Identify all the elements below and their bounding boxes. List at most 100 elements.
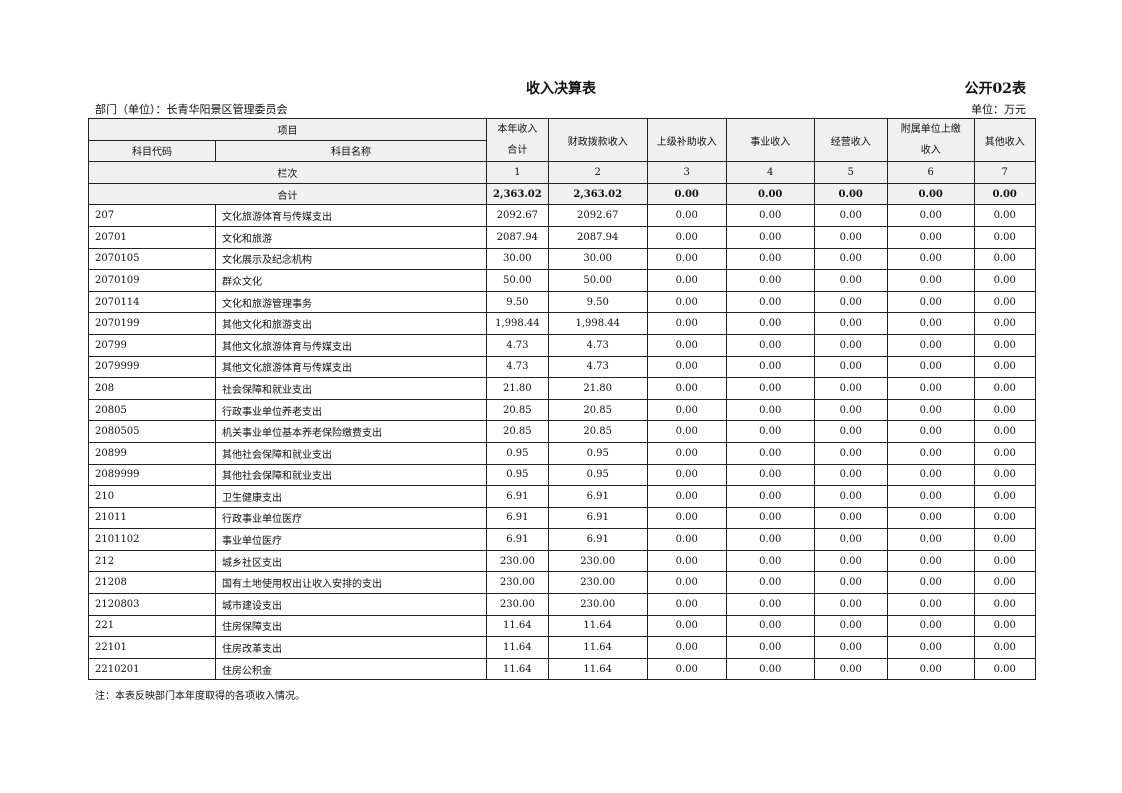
- amount-cell: 0.00: [973, 549, 1036, 573]
- table-row: 20701 文化和旅游 2087.94 2087.94 0.00 0.00 0.00 0.00…: [88, 225, 1036, 249]
- subject-name: 文化和旅游管理事务: [215, 290, 487, 314]
- amount-cell: 0.00: [886, 485, 975, 508]
- amount-cell: 0.00: [646, 225, 727, 249]
- table-row: 210 卫生健康支出 6.91 6.91 0.00 0.00 0.00 0.00 0.00: [88, 485, 1036, 508]
- amount-cell: 0.00: [646, 377, 727, 400]
- subject-code: 2210201: [88, 657, 216, 681]
- header-total: 本年收入 合计: [486, 117, 549, 163]
- subject-name: 社会保障和就业支出: [215, 377, 487, 400]
- amount-cell: 11.64: [547, 636, 648, 659]
- amount-cell: 0.00: [973, 614, 1036, 638]
- unit-label: 单位：万元: [971, 103, 1026, 116]
- amount-cell: 0.00: [725, 636, 815, 659]
- table-row: 2070109 群众文化 50.00 50.00 0.00 0.00 0.00 0.00 0.0…: [88, 269, 1036, 292]
- amount-cell: 0.00: [813, 398, 888, 422]
- amount-cell: 0.00: [725, 225, 815, 249]
- total-value: 0.00: [646, 182, 727, 206]
- amount-cell: 0.00: [886, 657, 975, 681]
- amount-cell: 0.00: [725, 398, 815, 422]
- amount-cell: 0.00: [646, 290, 727, 314]
- amount-cell: 0.00: [725, 614, 815, 638]
- amount-cell: 6.91: [547, 506, 648, 530]
- table-row: 2070114 文化和旅游管理事务 9.50 9.50 0.00 0.00 0.00 0.00…: [88, 290, 1036, 314]
- subject-name: 住房公积金: [215, 657, 487, 681]
- table-row: 2070105 文化展示及纪念机构 30.00 30.00 0.00 0.00 0.00 0.…: [88, 247, 1036, 271]
- amount-cell: 0.00: [813, 636, 888, 659]
- amount-cell: 0.00: [973, 312, 1036, 335]
- amount-cell: 0.00: [813, 247, 888, 271]
- column-number: 3: [646, 161, 727, 184]
- subject-name: 机关事业单位基本养老保险缴费支出: [215, 420, 487, 443]
- amount-cell: 0.00: [973, 225, 1036, 249]
- table-row: 208 社会保障和就业支出 21.80 21.80 0.00 0.00 0.00 0.00 0.…: [88, 377, 1036, 400]
- amount-cell: 0.00: [646, 614, 727, 638]
- amount-cell: 20.85: [486, 398, 549, 422]
- amount-cell: 0.00: [973, 247, 1036, 271]
- amount-cell: 0.00: [973, 377, 1036, 400]
- amount-cell: 0.00: [973, 463, 1036, 487]
- amount-cell: 21.80: [486, 377, 549, 400]
- subject-name: 行政事业单位养老支出: [215, 398, 487, 422]
- amount-cell: 0.00: [973, 290, 1036, 314]
- column-number: 1: [486, 161, 549, 184]
- amount-cell: 0.00: [646, 657, 727, 681]
- amount-cell: 0.00: [646, 269, 727, 292]
- amount-cell: 0.00: [886, 290, 975, 314]
- table-row: 20805 行政事业单位养老支出 20.85 20.85 0.00 0.00 0.00 0.0…: [88, 398, 1036, 422]
- amount-cell: 0.00: [646, 355, 727, 379]
- subject-code: 2070109: [88, 269, 216, 292]
- subject-name: 行政事业单位医疗: [215, 506, 487, 530]
- amount-cell: 0.00: [813, 355, 888, 379]
- amount-cell: 11.64: [486, 636, 549, 659]
- amount-cell: 20.85: [547, 420, 648, 443]
- subject-code: 212: [88, 549, 216, 573]
- amount-cell: 0.00: [886, 593, 975, 616]
- amount-cell: 230.00: [486, 571, 549, 595]
- amount-cell: 0.00: [813, 571, 888, 595]
- amount-cell: 0.00: [725, 549, 815, 573]
- subject-code: 208: [88, 377, 216, 400]
- column-number: 5: [813, 161, 888, 184]
- amount-cell: 1,998.44: [547, 312, 648, 335]
- amount-cell: 0.00: [886, 377, 975, 400]
- amount-cell: 0.00: [886, 636, 975, 659]
- header-business: 事业收入: [725, 117, 815, 163]
- amount-cell: 6.91: [547, 528, 648, 551]
- subject-name: 城乡社区支出: [215, 549, 487, 573]
- amount-cell: 0.95: [547, 463, 648, 487]
- amount-cell: 0.00: [646, 485, 727, 508]
- column-number: 6: [886, 161, 975, 184]
- subject-code: 2101102: [88, 528, 216, 551]
- amount-cell: 0.00: [646, 312, 727, 335]
- amount-cell: 0.00: [886, 204, 975, 227]
- subject-code: 20799: [88, 333, 216, 357]
- amount-cell: 0.95: [547, 441, 648, 465]
- amount-cell: 0.00: [813, 290, 888, 314]
- income-table: 项目 本年收入 合计 财政拨款收入 上级补助收入 事业收入 经营收入 附属单位上缴…: [88, 117, 1036, 681]
- total-value: 0.00: [886, 182, 975, 206]
- table-row: 21011 行政事业单位医疗 6.91 6.91 0.00 0.00 0.00 0.00 0.0…: [88, 506, 1036, 530]
- amount-cell: 0.00: [886, 355, 975, 379]
- subject-name: 城市建设支出: [215, 593, 487, 616]
- amount-cell: 0.00: [973, 269, 1036, 292]
- amount-cell: 0.00: [813, 528, 888, 551]
- subject-code: 2089999: [88, 463, 216, 487]
- subject-name: 国有土地使用权出让收入安排的支出: [215, 571, 487, 595]
- amount-cell: 230.00: [547, 593, 648, 616]
- amount-cell: 230.00: [486, 549, 549, 573]
- amount-cell: 0.00: [725, 269, 815, 292]
- table-row: 207 文化旅游体育与传媒支出 2092.67 2092.67 0.00 0.00 0.00…: [88, 204, 1036, 227]
- amount-cell: 0.00: [973, 657, 1036, 681]
- amount-cell: 0.00: [886, 549, 975, 573]
- amount-cell: 0.00: [886, 398, 975, 422]
- table-row: 2210201 住房公积金 11.64 11.64 0.00 0.00 0.00 0.00 0.…: [88, 657, 1036, 681]
- amount-cell: 30.00: [486, 247, 549, 271]
- subject-code: 2080505: [88, 420, 216, 443]
- amount-cell: 2087.94: [547, 225, 648, 249]
- amount-cell: 30.00: [547, 247, 648, 271]
- amount-cell: 230.00: [486, 593, 549, 616]
- table-row: 20899 其他社会保障和就业支出 0.95 0.95 0.00 0.00 0.00 0.00…: [88, 441, 1036, 465]
- header-item: 项目: [88, 118, 487, 141]
- header-name: 科目名称: [215, 139, 487, 163]
- amount-cell: 0.00: [813, 549, 888, 573]
